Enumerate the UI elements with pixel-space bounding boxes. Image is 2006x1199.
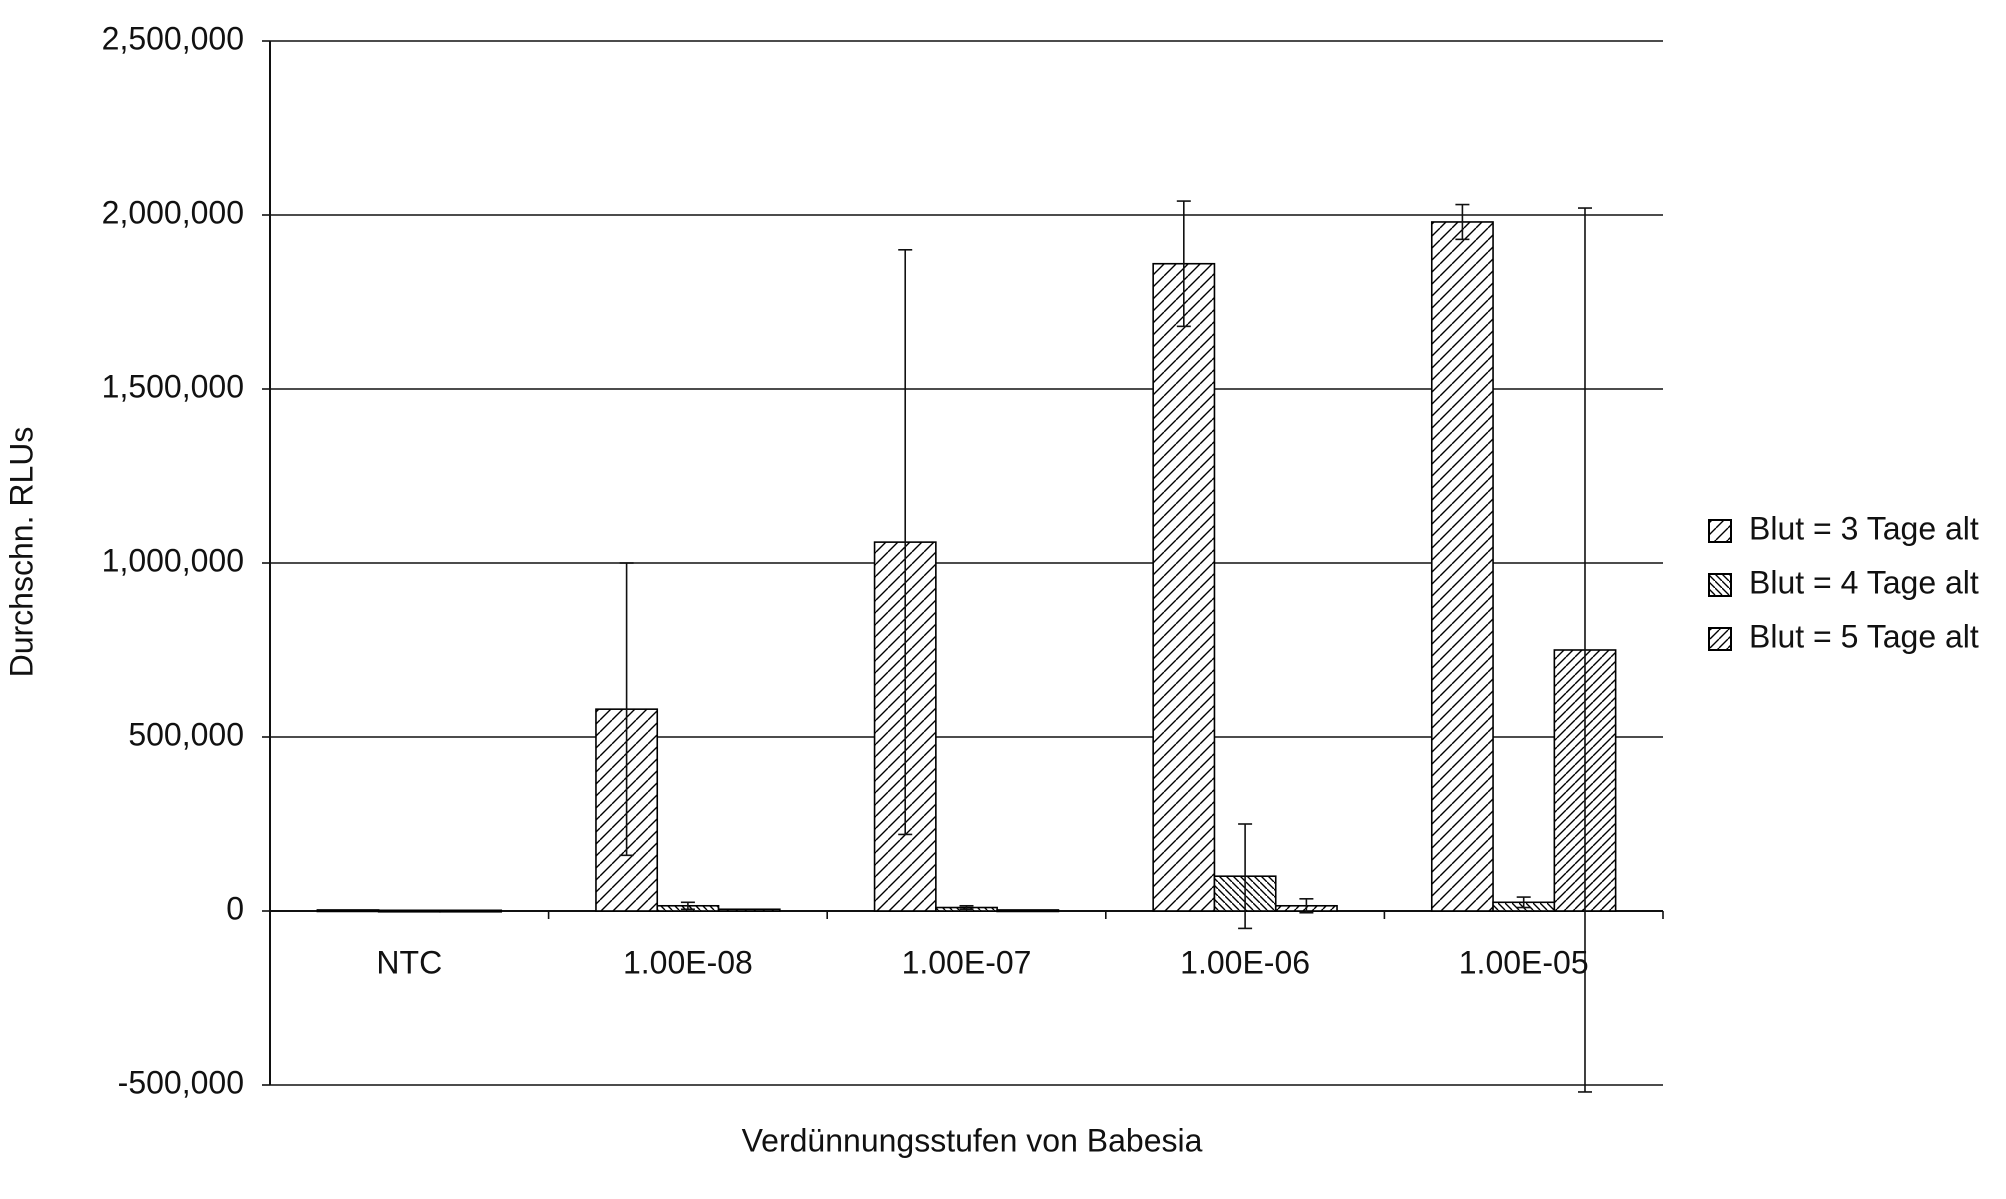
legend-swatch — [1709, 628, 1731, 650]
x-tick-label: 1.00E-08 — [623, 944, 753, 980]
x-axis-title: Verdünnungsstufen von Babesia — [742, 1122, 1203, 1158]
bar — [379, 910, 440, 912]
page: Verdünnungsstufen von Babesia Durchschn.… — [0, 0, 2006, 1199]
y-tick-label: 2,000,000 — [102, 194, 244, 230]
bar — [1432, 222, 1493, 911]
x-tick-label: NTC — [376, 944, 442, 980]
bar — [1153, 264, 1214, 911]
legend-swatch — [1709, 574, 1731, 596]
x-tick-label: 1.00E-05 — [1459, 944, 1589, 980]
y-tick-label: 1,500,000 — [102, 368, 244, 404]
y-tick-label: 2,500,000 — [102, 20, 244, 56]
bar — [440, 910, 501, 912]
y-tick-label: 500,000 — [128, 716, 244, 752]
legend-swatch — [1709, 520, 1731, 542]
bar — [997, 910, 1058, 912]
chart: Verdünnungsstufen von Babesia Durchschn.… — [0, 0, 2006, 1199]
x-tick-label: 1.00E-07 — [902, 944, 1032, 980]
legend-label: Blut = 5 Tage alt — [1749, 618, 1979, 654]
y-tick-label: 0 — [226, 890, 244, 926]
bar — [719, 909, 780, 911]
y-tick-label: -500,000 — [118, 1064, 244, 1100]
legend-label: Blut = 3 Tage alt — [1749, 510, 1979, 546]
legend-label: Blut = 4 Tage alt — [1749, 564, 1979, 600]
bar — [317, 910, 378, 912]
x-tick-label: 1.00E-06 — [1180, 944, 1310, 980]
y-tick-label: 1,000,000 — [102, 542, 244, 578]
y-axis-title: Durchschn. RLUs — [3, 427, 39, 678]
